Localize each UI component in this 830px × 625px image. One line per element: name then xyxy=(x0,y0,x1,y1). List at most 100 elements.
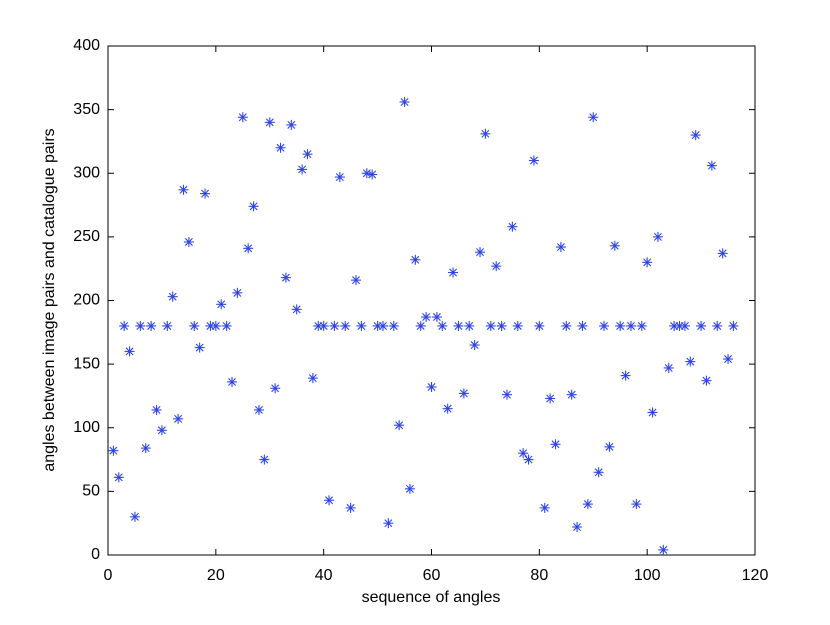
asterisk-stroke xyxy=(195,343,204,352)
point xyxy=(189,320,200,331)
point xyxy=(469,340,480,351)
asterisk-stroke xyxy=(432,313,441,322)
y-tick-label: 300 xyxy=(73,164,100,181)
asterisk-stroke xyxy=(562,321,571,330)
asterisk-stroke xyxy=(707,161,716,170)
point xyxy=(146,320,157,331)
asterisk-stroke xyxy=(718,249,727,258)
asterisk-stroke xyxy=(686,357,695,366)
point xyxy=(415,320,426,331)
asterisk-stroke xyxy=(443,404,452,413)
x-tick-label: 20 xyxy=(207,567,225,584)
point xyxy=(528,155,539,166)
asterisk-stroke xyxy=(540,503,549,512)
asterisk-stroke xyxy=(168,292,177,301)
point xyxy=(286,119,297,130)
point xyxy=(377,320,388,331)
point xyxy=(599,320,610,331)
point xyxy=(291,304,302,315)
point xyxy=(582,499,593,510)
asterisk-stroke xyxy=(233,288,242,297)
point xyxy=(329,320,340,331)
point xyxy=(129,511,140,522)
point xyxy=(717,248,728,259)
point xyxy=(658,544,669,555)
asterisk-stroke xyxy=(211,321,220,330)
asterisk-stroke xyxy=(281,273,290,282)
x-tick-label: 40 xyxy=(315,567,333,584)
y-tick-label: 0 xyxy=(91,546,100,563)
asterisk-stroke xyxy=(492,262,501,271)
asterisk-stroke xyxy=(519,449,528,458)
asterisk-stroke xyxy=(378,321,387,330)
point xyxy=(723,354,734,365)
asterisk-stroke xyxy=(346,503,355,512)
point xyxy=(264,117,275,128)
y-tick-label: 100 xyxy=(73,419,100,436)
point xyxy=(334,172,345,183)
point xyxy=(491,261,502,272)
asterisk-stroke xyxy=(228,377,236,386)
asterisk-stroke xyxy=(664,363,673,372)
asterisk-stroke xyxy=(621,371,630,380)
y-tick-label: 200 xyxy=(73,292,100,309)
point xyxy=(404,483,415,494)
point xyxy=(243,243,254,254)
asterisk-stroke xyxy=(265,118,274,127)
point xyxy=(604,441,615,452)
asterisk-stroke xyxy=(190,321,199,330)
asterisk-stroke xyxy=(287,120,296,129)
point xyxy=(458,388,469,399)
point xyxy=(367,169,378,180)
point xyxy=(620,370,631,381)
point xyxy=(194,342,205,353)
asterisk-stroke xyxy=(729,321,738,330)
point xyxy=(356,320,367,331)
point xyxy=(501,389,512,400)
point xyxy=(642,257,653,268)
point xyxy=(453,320,464,331)
asterisk-stroke xyxy=(454,321,463,330)
asterisk-stroke xyxy=(174,414,183,423)
asterisk-stroke xyxy=(659,545,668,554)
asterisk-stroke xyxy=(594,468,603,477)
asterisk-stroke xyxy=(303,150,312,159)
asterisk-stroke xyxy=(341,321,350,330)
asterisk-stroke xyxy=(238,113,247,122)
y-tick-label: 400 xyxy=(73,37,100,54)
asterisk-stroke xyxy=(114,473,123,482)
y-tick-label: 50 xyxy=(82,483,100,500)
point xyxy=(394,420,405,431)
point xyxy=(173,413,184,424)
point xyxy=(421,312,432,323)
point xyxy=(383,518,394,529)
asterisk-stroke xyxy=(502,390,511,399)
asterisk-stroke xyxy=(465,321,474,330)
asterisk-stroke xyxy=(556,243,565,252)
x-tick-label: 0 xyxy=(104,567,113,584)
asterisk-stroke xyxy=(702,376,711,385)
asterisk-stroke xyxy=(222,321,231,330)
point xyxy=(399,96,410,107)
point xyxy=(593,467,604,478)
point xyxy=(690,130,701,141)
point xyxy=(442,403,453,414)
point xyxy=(232,287,243,298)
asterisk-stroke xyxy=(653,232,662,241)
point xyxy=(550,439,561,450)
asterisk-stroke xyxy=(120,321,129,330)
asterisk-stroke xyxy=(648,408,657,417)
point xyxy=(135,320,146,331)
point xyxy=(151,404,162,415)
asterisk-stroke xyxy=(459,389,468,398)
asterisk-stroke xyxy=(589,113,598,122)
point xyxy=(124,346,135,357)
asterisk-stroke xyxy=(449,268,458,277)
asterisk-stroke xyxy=(271,384,280,393)
point xyxy=(431,312,442,323)
asterisk-stroke xyxy=(632,500,641,509)
point xyxy=(636,320,647,331)
asterisk-stroke xyxy=(125,347,134,356)
asterisk-stroke xyxy=(470,341,479,350)
point xyxy=(572,522,583,533)
